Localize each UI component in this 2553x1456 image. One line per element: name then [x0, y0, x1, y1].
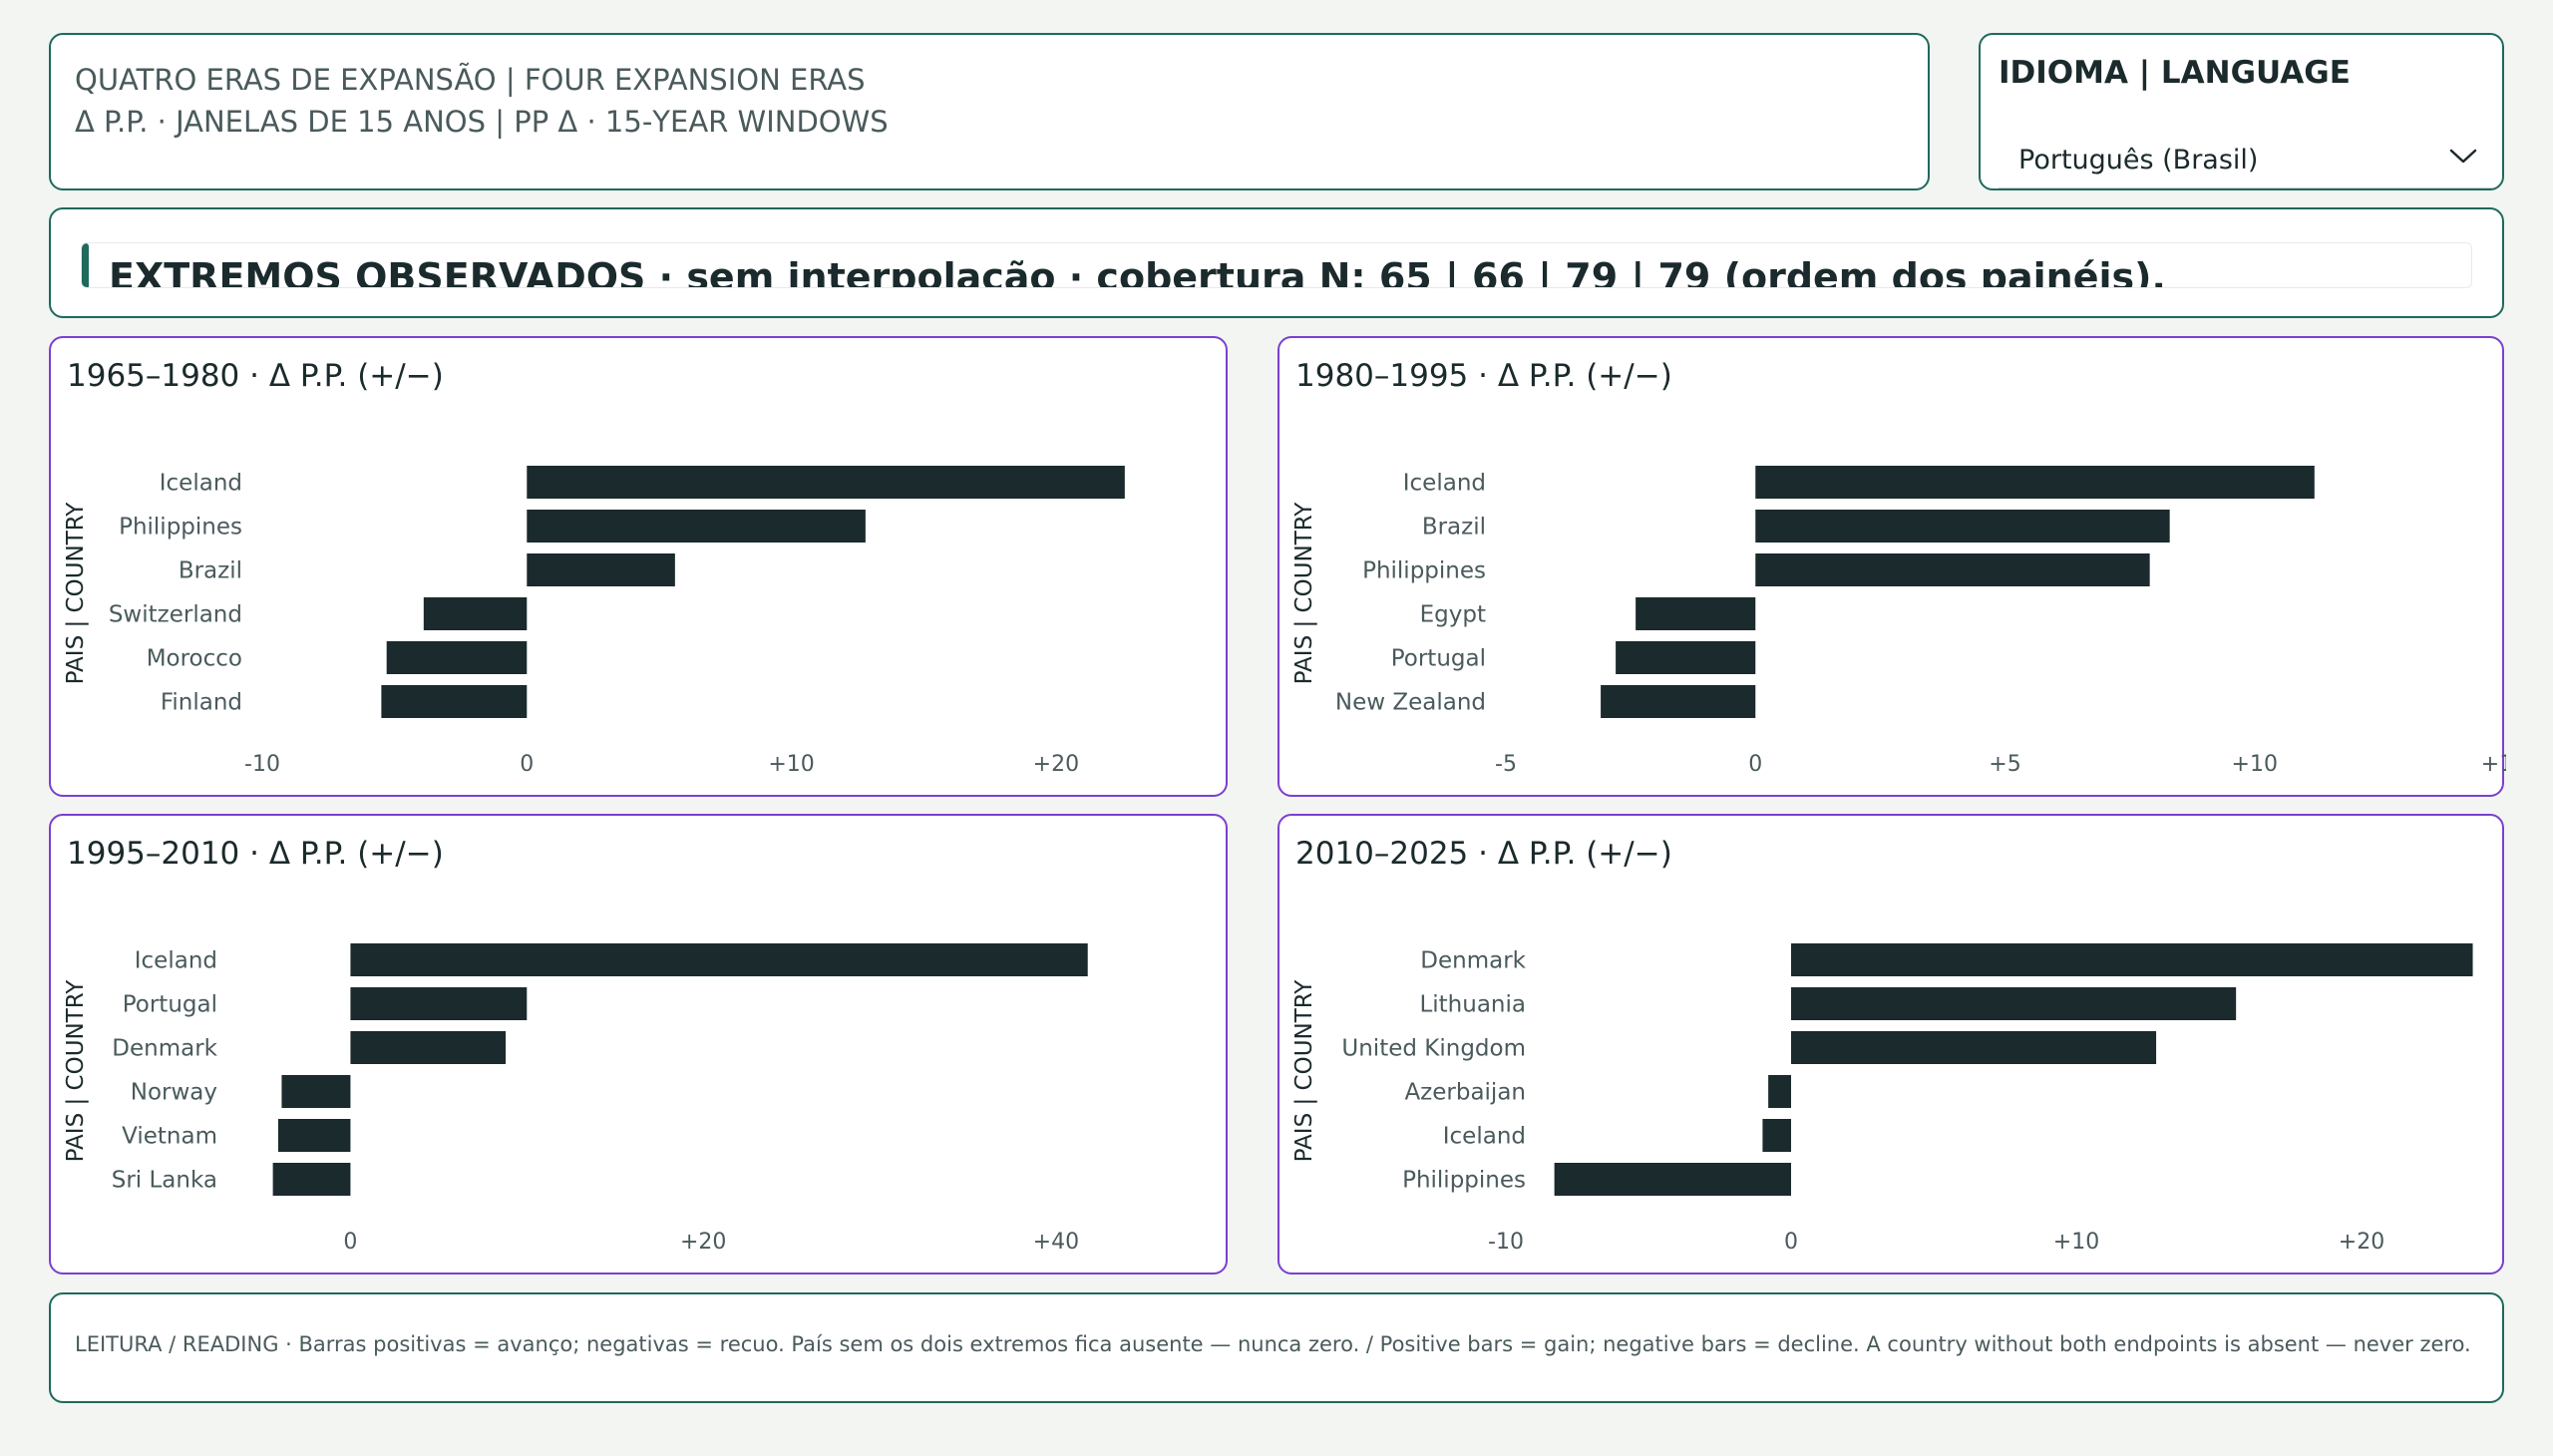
bar-denmark	[350, 1031, 507, 1064]
y-axis-title: PAIS | COUNTRY	[1291, 979, 1317, 1163]
category-label: Vietnam	[122, 1124, 217, 1150]
bar-portugal	[350, 987, 528, 1020]
x-tick-label: +10	[2053, 1230, 2099, 1255]
banner-text: EXTREMOS OBSERVADOS · sem interpolação ·…	[109, 255, 2166, 288]
x-tick-label: +10	[2232, 752, 2278, 777]
x-tick-label: 0	[343, 1230, 357, 1255]
category-label: Iceland	[1443, 1124, 1526, 1150]
x-tick-label: +20	[1033, 752, 1079, 777]
category-label: Egypt	[1420, 602, 1486, 628]
y-axis-title: PAIS | COUNTRY	[1291, 502, 1317, 685]
chart-panel-2010-2025: 2010–2025 · Δ P.P. (+/−) PAIS | COUNTRY D…	[1277, 814, 2504, 1274]
reading-note: LEITURA / READING · Barras positivas = a…	[75, 1332, 2471, 1356]
x-tick-label: -10	[244, 752, 280, 777]
x-tick-label: +20	[680, 1230, 726, 1255]
bar-finland	[381, 685, 528, 718]
bar-chart: PAIS | COUNTRY Denmark Lithuania United Kin…	[1291, 943, 2473, 1255]
panel-title: 2010–2025 · Δ P.P. (+/−)	[1295, 836, 1672, 872]
chevron-down-icon	[2449, 149, 2477, 164]
category-label: Brazil	[179, 558, 242, 584]
x-tick-label: +5	[1989, 752, 2020, 777]
bar-switzerland	[423, 597, 528, 630]
panel-title: 1965–1980 · Δ P.P. (+/−)	[67, 358, 444, 394]
x-tick-label: +15	[2481, 752, 2506, 777]
bar-iceland	[1755, 466, 2315, 499]
y-axis-title: PAIS | COUNTRY	[63, 979, 89, 1163]
bar-united-kingdom	[1791, 1031, 2157, 1064]
category-label: Denmark	[1420, 948, 1526, 974]
bar-philippines	[1755, 553, 2150, 586]
x-tick-label: +10	[768, 752, 814, 777]
banner-inner: EXTREMOS OBSERVADOS · sem interpolação ·…	[81, 242, 2472, 288]
bar-azerbaijan	[1768, 1075, 1791, 1108]
chart-panel-1980-1995: 1980–1995 · Δ P.P. (+/−) PAIS | COUNTRY I…	[1277, 336, 2506, 797]
coverage-banner: EXTREMOS OBSERVADOS · sem interpolação ·…	[49, 207, 2504, 318]
category-label: Iceland	[135, 948, 217, 974]
bar-egypt	[1636, 597, 1756, 630]
category-label: Iceland	[1403, 471, 1486, 497]
bar-brazil	[1755, 510, 2170, 543]
panel-title: 1995–2010 · Δ P.P. (+/−)	[67, 836, 444, 872]
page-subtitle: Δ P.P. · JANELAS DE 15 ANOS | PP Δ · 15-…	[75, 105, 889, 139]
category-label: Switzerland	[109, 602, 242, 628]
x-tick-label: +20	[2339, 1230, 2384, 1255]
x-tick-label: 0	[520, 752, 534, 777]
bar-brazil	[527, 553, 675, 586]
reading-note-card: LEITURA / READING · Barras positivas = a…	[49, 1292, 2504, 1403]
category-label: Azerbaijan	[1404, 1080, 1526, 1106]
page-title: QUATRO ERAS DE EXPANSÃO | FOUR EXPANSION…	[75, 63, 866, 97]
category-label: Lithuania	[1419, 992, 1526, 1018]
bar-vietnam	[277, 1119, 351, 1152]
bar-philippines	[527, 510, 866, 543]
category-label: Philippines	[1362, 558, 1486, 584]
banner-accent	[82, 243, 89, 287]
bar-chart: PAIS | COUNTRY Iceland Philippines Brazil Sw…	[63, 466, 1125, 777]
bar-norway	[281, 1075, 351, 1108]
bar-iceland	[1762, 1119, 1791, 1152]
category-label: Finland	[161, 690, 242, 716]
category-label: United Kingdom	[1341, 1036, 1526, 1062]
category-label: Norway	[131, 1080, 217, 1106]
y-axis-title: PAIS | COUNTRY	[63, 502, 89, 685]
bar-iceland	[527, 466, 1125, 499]
language-select[interactable]: Português (Brasil)	[1999, 135, 2492, 188]
bar-chart: PAIS | COUNTRY Iceland Portugal Denmark Norw…	[63, 943, 1088, 1255]
category-label: Philippines	[119, 515, 242, 541]
panel-title: 1980–1995 · Δ P.P. (+/−)	[1295, 358, 1672, 394]
header-card: QUATRO ERAS DE EXPANSÃO | FOUR EXPANSION…	[49, 33, 1930, 190]
category-label: Sri Lanka	[112, 1168, 217, 1194]
category-label: Morocco	[147, 646, 242, 672]
bar-morocco	[386, 641, 528, 674]
category-label: Iceland	[160, 471, 242, 497]
bar-denmark	[1791, 943, 2473, 976]
bar-chart: PAIS | COUNTRY Iceland Brazil Philippines Eg…	[1291, 466, 2506, 777]
x-tick-label: -5	[1495, 752, 1517, 777]
category-label: Portugal	[123, 992, 217, 1018]
chart-panel-1995-2010: 1995–2010 · Δ P.P. (+/−) PAIS | COUNTRY I…	[49, 814, 1228, 1274]
category-label: Brazil	[1422, 515, 1486, 541]
chart-panel-1965-1980: 1965–1980 · Δ P.P. (+/−) PAIS | COUNTRY I…	[49, 336, 1228, 797]
x-tick-label: 0	[1748, 752, 1762, 777]
category-label: Portugal	[1391, 646, 1486, 672]
category-label: New Zealand	[1335, 690, 1486, 716]
x-tick-label: 0	[1784, 1230, 1798, 1255]
category-label: Denmark	[112, 1036, 217, 1062]
bar-new-zealand	[1601, 685, 1756, 718]
language-card: IDIOMA | LANGUAGE Português (Brasil)	[1979, 33, 2504, 190]
x-tick-label: -10	[1488, 1230, 1524, 1255]
bar-sri-lanka	[272, 1163, 351, 1196]
category-label: Philippines	[1402, 1168, 1526, 1194]
bar-portugal	[1616, 641, 1756, 674]
language-selected-value: Português (Brasil)	[2018, 145, 2259, 176]
bar-philippines	[1554, 1163, 1791, 1196]
language-label: IDIOMA | LANGUAGE	[1999, 55, 2351, 91]
bar-lithuania	[1791, 987, 2237, 1020]
x-tick-label: +40	[1033, 1230, 1079, 1255]
bar-iceland	[350, 943, 1088, 976]
